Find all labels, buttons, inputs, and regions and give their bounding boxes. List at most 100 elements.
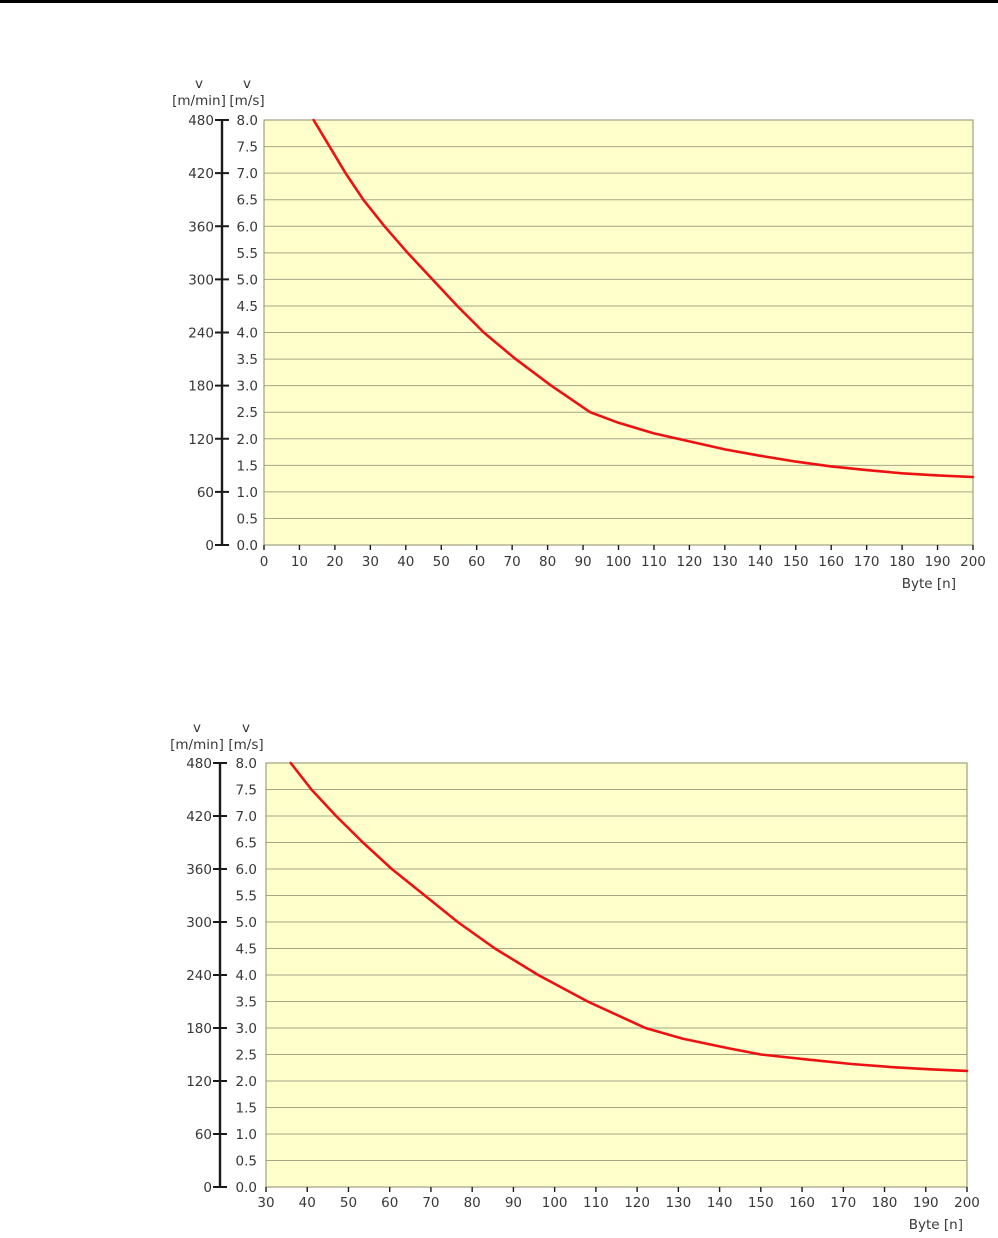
x-tick-label: 140 (747, 554, 773, 570)
y-right-axis-title-line1: v (242, 720, 250, 736)
y-right-tick-labels: 8.0 7.5 7.0 6.5 6.0 5.5 5.0 4.5 4.0 3.5 3.0 2.5 2.0 1… (237, 113, 258, 554)
y-right-axis-title-line2: [m/s] (228, 737, 263, 753)
speed-curve (289, 761, 969, 1073)
y-right-tick-label: 8.0 (237, 113, 258, 129)
y-right-tick-label: 2.5 (237, 405, 258, 421)
x-tick-label: 40 (299, 1195, 316, 1211)
y-right-tick-label: 4.5 (236, 942, 257, 958)
y-right-tick-label: 4.5 (237, 299, 258, 315)
y-left-tick-label: 240 (186, 968, 212, 984)
y-left-tick-label: 300 (188, 272, 214, 288)
x-tick-label: 20 (326, 554, 343, 570)
y-right-tick-label: 5.5 (236, 889, 257, 905)
y-right-tick-label: 3.5 (237, 352, 258, 368)
x-tick-label: 110 (583, 1195, 609, 1211)
y-right-tick-label: 7.5 (236, 783, 257, 799)
y-right-tick-label: 2.0 (236, 1074, 257, 1090)
x-tick-label: 170 (830, 1195, 856, 1211)
x-tick-label: 130 (665, 1195, 691, 1211)
x-axis-title: Byte [n] (902, 576, 956, 592)
y-right-tick-label: 0.5 (237, 511, 258, 527)
y-left-tick-label: 60 (195, 1127, 212, 1143)
y-right-tick-label: 0.0 (236, 1180, 257, 1196)
x-tick-label: 0 (260, 554, 269, 570)
y-right-tick-label: 6.5 (237, 193, 258, 209)
y-left-tick-label: 420 (188, 166, 214, 182)
y-right-tick-label: 6.0 (237, 219, 258, 235)
y-right-tick-label: 5.5 (237, 246, 258, 262)
x-tick-label: 130 (712, 554, 738, 570)
x-tick-label: 70 (422, 1195, 439, 1211)
y-left-axis (215, 119, 229, 546)
y-left-axis-title-line2: [m/min] (172, 93, 226, 109)
y-right-tick-label: 0.5 (236, 1154, 257, 1170)
x-tick-label: 150 (748, 1195, 774, 1211)
y-right-tick-label: 7.5 (237, 140, 258, 156)
x-tick-label: 190 (913, 1195, 939, 1211)
y-left-tick-label: 0 (203, 1180, 212, 1196)
y-left-axis (213, 762, 227, 1188)
x-tick-label: 180 (872, 1195, 898, 1211)
chart-2: 480 420 360 300 240 180 120 60 0 8.0 7.5 7.0 6.5 6.0… (170, 720, 980, 1233)
x-tick-label: 80 (464, 1195, 481, 1211)
x-tick-label: 50 (340, 1195, 357, 1211)
y-right-tick-label: 1.0 (236, 1127, 257, 1143)
y-left-tick-label: 360 (188, 219, 214, 235)
x-ticks-and-labels: 30 40 50 60 70 80 90 100 110 120 130 140 150 160 170 18… (257, 1187, 980, 1211)
plot-border (265, 762, 968, 1188)
y-right-tick-label: 1.0 (237, 485, 258, 501)
y-right-tick-label: 8.0 (236, 756, 257, 772)
y-left-tick-label: 360 (186, 862, 212, 878)
y-right-tick-label: 6.0 (236, 862, 257, 878)
x-tick-label: 50 (433, 554, 450, 570)
y-left-tick-label: 0 (205, 538, 214, 554)
speed-curve (312, 118, 975, 479)
y-right-tick-label: 3.0 (237, 379, 258, 395)
x-tick-label: 180 (889, 554, 915, 570)
y-right-tick-label: 4.0 (237, 326, 258, 342)
y-left-tick-label: 120 (188, 432, 214, 448)
y-right-tick-label: 1.5 (237, 458, 258, 474)
x-tick-label: 60 (381, 1195, 398, 1211)
y-right-tick-label: 2.0 (237, 432, 258, 448)
y-right-tick-label: 5.0 (237, 272, 258, 288)
y-left-tick-labels: 480 420 360 300 240 180 120 60 0 (188, 113, 214, 554)
y-left-tick-label: 240 (188, 326, 214, 342)
y-left-tick-label: 300 (186, 915, 212, 931)
x-tick-label: 90 (574, 554, 591, 570)
x-tick-label: 90 (505, 1195, 522, 1211)
y-right-axis-title-line1: v (243, 76, 251, 92)
y-right-tick-label: 7.0 (237, 166, 258, 182)
y-left-tick-label: 180 (186, 1021, 212, 1037)
x-axis-title: Byte [n] (909, 1217, 963, 1233)
gridlines (266, 789, 967, 1161)
x-tick-label: 80 (539, 554, 556, 570)
x-tick-label: 170 (854, 554, 880, 570)
x-tick-label: 100 (606, 554, 632, 570)
y-right-tick-label: 6.5 (236, 836, 257, 852)
x-tick-label: 140 (707, 1195, 733, 1211)
y-left-tick-label: 180 (188, 379, 214, 395)
x-tick-label: 70 (504, 554, 521, 570)
x-tick-label: 120 (677, 554, 703, 570)
y-left-axis-title-line1: v (195, 76, 203, 92)
y-right-tick-label: 3.0 (236, 1021, 257, 1037)
y-left-axis-title-line1: v (193, 720, 201, 736)
x-tick-label: 200 (960, 554, 986, 570)
y-left-tick-label: 60 (197, 485, 214, 501)
x-tick-label: 10 (291, 554, 308, 570)
y-left-tick-label: 480 (188, 113, 214, 129)
y-right-tick-label: 2.5 (236, 1048, 257, 1064)
x-tick-label: 40 (397, 554, 414, 570)
y-left-axis-title-line2: [m/min] (170, 737, 224, 753)
y-right-axis-title-line2: [m/s] (229, 93, 264, 109)
y-right-tick-label: 1.5 (236, 1101, 257, 1117)
y-left-tick-label: 120 (186, 1074, 212, 1090)
y-right-tick-label: 0.0 (237, 538, 258, 554)
x-tick-label: 30 (362, 554, 379, 570)
x-tick-label: 200 (954, 1195, 980, 1211)
y-right-tick-labels: 8.0 7.5 7.0 6.5 6.0 5.5 5.0 4.5 4.0 3.5 3.0 2.5 2.0 1… (236, 756, 257, 1196)
x-tick-label: 120 (624, 1195, 650, 1211)
